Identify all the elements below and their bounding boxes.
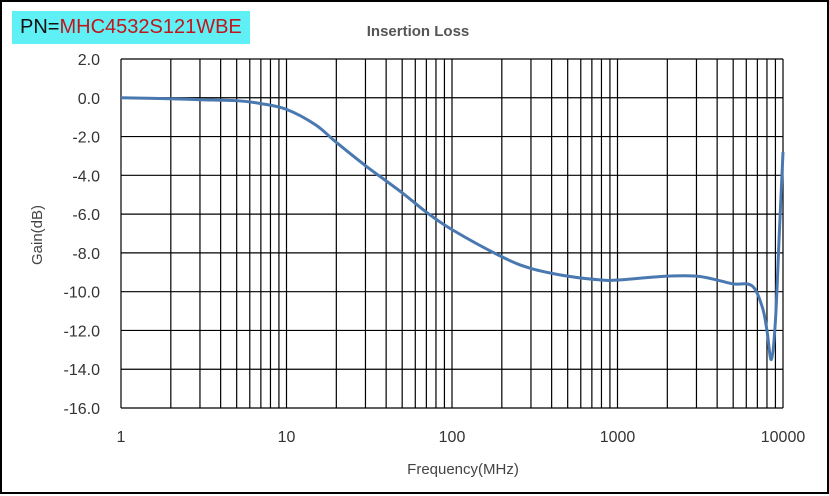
y-tick-label: -4.0 (72, 168, 100, 185)
x-tick-label: 100 (439, 429, 466, 446)
chart-title: Insertion Loss (367, 23, 470, 40)
x-tick-label: 10000 (761, 429, 806, 446)
y-tick-label: -14.0 (64, 362, 101, 379)
y-tick-label: -12.0 (64, 323, 101, 340)
x-tick-label: 10 (278, 429, 296, 446)
y-tick-label: 0.0 (78, 91, 100, 108)
y-tick-label: -16.0 (64, 401, 101, 418)
x-tick-label: 1 (117, 429, 126, 446)
y-tick-label: -6.0 (72, 207, 100, 224)
part-number-value: MHC4532S121WBE (59, 16, 242, 38)
part-number-prefix: PN= (20, 16, 60, 38)
series-line (120, 96, 785, 362)
y-tick-label: 2.0 (78, 52, 100, 69)
y-tick-label: -10.0 (64, 285, 101, 302)
x-axis-label: Frequency(MHz) (407, 461, 519, 478)
x-tick-label: 1000 (600, 429, 636, 446)
y-tick-label: -8.0 (72, 246, 100, 263)
y-axis-label: Gain(dB) (29, 205, 46, 265)
y-tick-label: -2.0 (72, 130, 100, 147)
part-number-label: PN=MHC4532S121WBE (12, 11, 250, 44)
